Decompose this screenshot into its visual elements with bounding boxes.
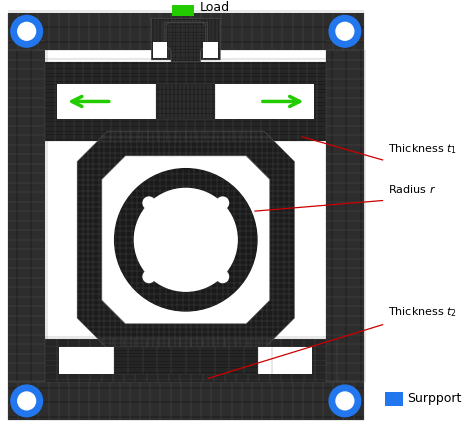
Circle shape xyxy=(135,188,237,291)
Bar xyxy=(8,382,364,420)
Text: Load: Load xyxy=(200,1,230,14)
Circle shape xyxy=(217,197,228,209)
Bar xyxy=(172,0,194,16)
Circle shape xyxy=(217,271,228,282)
Bar xyxy=(57,83,156,119)
Bar xyxy=(114,347,258,374)
Circle shape xyxy=(18,392,36,410)
Bar xyxy=(156,83,216,119)
Circle shape xyxy=(115,169,257,311)
Bar xyxy=(202,42,219,58)
Polygon shape xyxy=(166,21,206,62)
Circle shape xyxy=(18,22,36,40)
Bar xyxy=(59,347,114,374)
Circle shape xyxy=(11,15,43,47)
Circle shape xyxy=(143,271,155,282)
Bar xyxy=(258,347,312,374)
Circle shape xyxy=(329,385,361,417)
Text: Surpport: Surpport xyxy=(407,392,462,405)
Text: Thickness $t_2$: Thickness $t_2$ xyxy=(388,305,457,319)
Polygon shape xyxy=(151,18,220,60)
Circle shape xyxy=(143,197,155,209)
Bar xyxy=(8,50,46,382)
Bar xyxy=(216,83,314,119)
Circle shape xyxy=(11,385,43,417)
Text: Thickness $t_1$: Thickness $t_1$ xyxy=(388,142,457,156)
Bar xyxy=(385,392,403,406)
Polygon shape xyxy=(102,156,270,324)
Text: Radius $r$: Radius $r$ xyxy=(388,183,437,195)
Circle shape xyxy=(336,22,354,40)
Bar xyxy=(326,50,364,382)
Bar xyxy=(46,339,326,382)
Circle shape xyxy=(336,392,354,410)
Bar xyxy=(46,50,326,382)
Bar xyxy=(46,62,326,141)
Polygon shape xyxy=(77,131,294,348)
Bar xyxy=(153,42,167,58)
Bar xyxy=(8,12,364,50)
Circle shape xyxy=(329,15,361,47)
